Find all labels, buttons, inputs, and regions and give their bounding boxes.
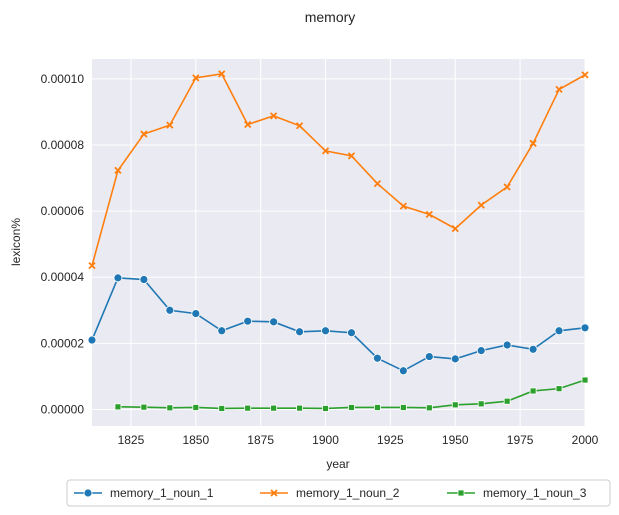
data-point [140,403,148,411]
data-point [581,71,589,79]
data-point [373,180,382,188]
plot-area [92,59,585,426]
data-point [114,403,122,411]
data-point [477,201,485,209]
legend-label: memory_1_noun_3 [483,486,587,500]
data-point [554,326,564,336]
data-point [347,152,356,160]
series-memory_1_noun_1 [87,273,590,376]
y-tick-label: 0.00004 [41,270,85,284]
legend: memory_1_noun_1 memory_1_noun_2 memory_1_n… [66,479,611,507]
data-point [477,400,485,408]
data-point [166,404,174,412]
data-point [425,210,433,219]
data-point [321,147,330,155]
data-point [373,353,382,363]
data-point [321,326,330,336]
data-point [269,112,278,120]
x-tick-label: 1875 [247,433,274,447]
data-point [555,85,563,94]
x-tick-label: 1825 [118,433,145,447]
data-point [269,317,279,327]
data-point [192,74,200,82]
data-point [503,397,511,405]
x-tick-label: 1950 [442,433,469,447]
y-tick-label: 0.00006 [41,204,85,218]
data-point [529,139,537,147]
series-memory_1_noun_3 [114,376,589,412]
data-point [399,202,408,210]
data-point [424,352,434,361]
y-axis-label: lexicon% [9,218,23,266]
data-point [191,309,201,318]
legend-item-memory_1_noun_3: memory_1_noun_3 [447,486,587,500]
series-memory_1_noun_2 [88,70,589,270]
data-point [398,366,408,376]
data-point [425,404,433,412]
data-point [529,387,537,395]
data-point [374,404,381,411]
legend-item-memory_1_noun_2: memory_1_noun_2 [260,486,400,500]
data-point [218,405,226,412]
x-tick-labels: 1825 1850 1875 1900 1925 1950 1975 2000 [118,433,599,447]
data-point [502,340,512,350]
legend-marker [83,488,93,498]
data-point [87,335,97,345]
data-point [450,354,460,364]
data-point [295,122,304,130]
data-point [140,130,148,138]
x-axis-label: year [326,457,349,471]
data-point [451,224,459,233]
legend-label: memory_1_noun_1 [110,486,214,500]
legend-item-memory_1_noun_1: memory_1_noun_1 [74,486,214,500]
data-point [165,305,175,315]
legend-frame [66,479,611,507]
data-point [243,316,253,326]
series-group [87,70,590,412]
x-tick-label: 1850 [182,433,209,447]
data-point [88,262,96,270]
legend-marker [457,489,465,497]
data-point [322,405,329,412]
data-point [295,327,304,337]
data-point [296,404,303,412]
grid-lines [92,59,586,426]
y-tick-label: 0.00000 [41,402,85,416]
y-tick-label: 0.00002 [41,336,85,350]
x-tick-label: 1975 [507,433,534,447]
data-point [244,120,252,129]
data-point [451,401,459,409]
series-line [91,73,586,266]
legend-label: memory_1_noun_2 [296,486,400,500]
data-point [192,404,200,411]
data-point [244,404,252,412]
y-tick-labels: 0.00000 0.00002 0.00004 0.00006 0.00008 0.000… [41,72,85,417]
x-tick-label: 2000 [572,433,599,447]
data-point [218,70,226,78]
data-point [580,323,590,333]
data-point [113,273,123,283]
data-point [348,404,355,411]
legend-marker [270,489,278,497]
y-tick-label: 0.00010 [41,72,85,86]
data-point [114,166,122,175]
data-point [555,385,563,393]
data-point [503,183,511,191]
x-tick-label: 1925 [377,433,404,447]
y-tick-label: 0.00008 [41,138,85,152]
data-point [399,404,407,411]
x-tick-label: 1900 [312,433,339,447]
data-point [476,346,486,356]
data-point [270,404,278,412]
data-point [166,121,174,129]
chart-title: memory [305,9,356,25]
data-point [581,376,589,384]
data-point [139,275,149,284]
data-point [217,326,227,336]
data-point [528,344,538,354]
data-point [347,328,356,338]
